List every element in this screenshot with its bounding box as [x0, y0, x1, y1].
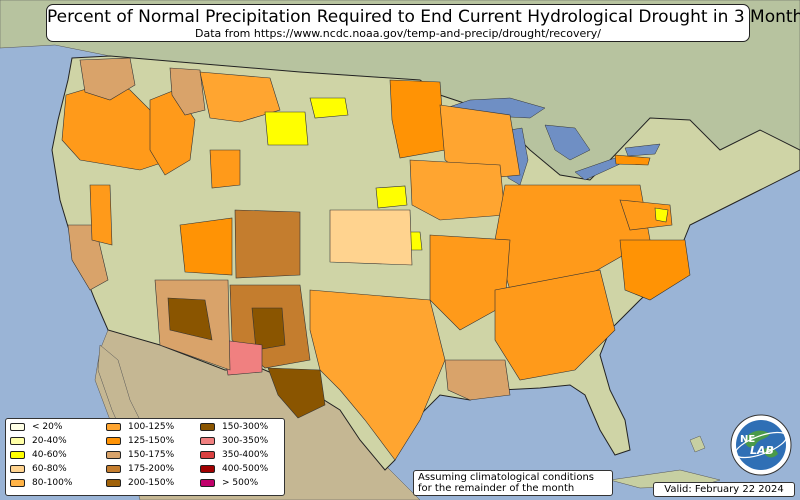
lake-huron [544, 124, 591, 161]
legend-label: 100-125% [128, 422, 175, 432]
legend-swatch [200, 465, 215, 473]
logo-text-bottom: LAB [750, 444, 774, 457]
legend-swatch [10, 451, 25, 459]
legend-swatch [10, 465, 25, 473]
montana-yellow-region [264, 111, 309, 146]
plains-light-region [329, 209, 413, 266]
legend-label: 80-100% [32, 478, 73, 488]
legend-swatch [106, 423, 121, 431]
legend-label: > 500% [222, 478, 259, 488]
legend-swatch [200, 437, 215, 445]
legend-label: 150-175% [128, 450, 175, 460]
wyoming-region [209, 149, 241, 189]
assumption-note: Assuming climatological conditions for t… [413, 470, 613, 496]
west-texas-region [267, 367, 326, 419]
southeast-region [494, 269, 616, 381]
legend-label: 300-350% [222, 436, 269, 446]
nevada-region [89, 184, 113, 246]
valid-date: Valid: February 22 2024 [653, 482, 795, 497]
minnesota-region [389, 79, 446, 159]
logo-text-top: NE [740, 434, 755, 445]
legend-label: 150-300% [222, 422, 269, 432]
new-mexico-dark-region [251, 307, 286, 351]
mid-atlantic-region [619, 199, 673, 231]
bahamas-land [689, 435, 706, 453]
legend-label: 40-60% [32, 450, 67, 460]
legend-label: 20-40% [32, 436, 67, 446]
legend-swatch [106, 437, 121, 445]
northeast-region [614, 154, 651, 166]
iowa-illinois-region [409, 159, 506, 221]
legend-label: < 20% [32, 422, 63, 432]
mid-south-region [429, 234, 511, 331]
maryland-yellow-region [654, 207, 669, 223]
lake-ontario [624, 143, 661, 157]
legend-swatch [106, 451, 121, 459]
washington-north-region [79, 57, 136, 101]
legend-label: 200-150% [128, 478, 175, 488]
texas-region [309, 289, 446, 461]
legend-label: 350-400% [222, 450, 269, 460]
legend-swatch [200, 479, 215, 487]
legend: < 20% 20-40% 40-60% 60-80% 80-100% 100-1… [5, 418, 285, 496]
legend-label: 400-500% [222, 464, 269, 474]
map-subtitle: Data from https://www.ncdc.noaa.gov/temp… [195, 27, 601, 40]
title-box: Percent of Normal Precipitation Required… [46, 4, 800, 42]
utah-region [179, 217, 233, 276]
dakota-yellow-region [309, 97, 349, 119]
legend-swatch [10, 437, 25, 445]
colorado-region [234, 209, 301, 279]
carolina-region [619, 239, 691, 301]
legend-label: 60-80% [32, 464, 67, 474]
legend-swatch [10, 423, 25, 431]
nebraska-yellow-region [375, 185, 408, 209]
legend-swatch [200, 423, 215, 431]
map-title: Percent of Normal Precipitation Required… [47, 7, 800, 27]
legend-label: 125-150% [128, 436, 175, 446]
legend-swatch [106, 465, 121, 473]
note-line-2: for the remainder of the month [418, 483, 575, 494]
legend-swatch [10, 479, 25, 487]
idaho-central-region [169, 67, 206, 116]
arizona-dark-region [167, 297, 213, 341]
earth-logo-icon: NE LAB [730, 414, 792, 476]
note-line-1: Assuming climatological conditions [418, 472, 594, 483]
legend-swatch [106, 479, 121, 487]
legend-swatch [200, 451, 215, 459]
montana-region [199, 71, 281, 123]
legend-label: 175-200% [128, 464, 175, 474]
gulf-coast-region [444, 359, 511, 401]
drought-regions [61, 57, 691, 461]
